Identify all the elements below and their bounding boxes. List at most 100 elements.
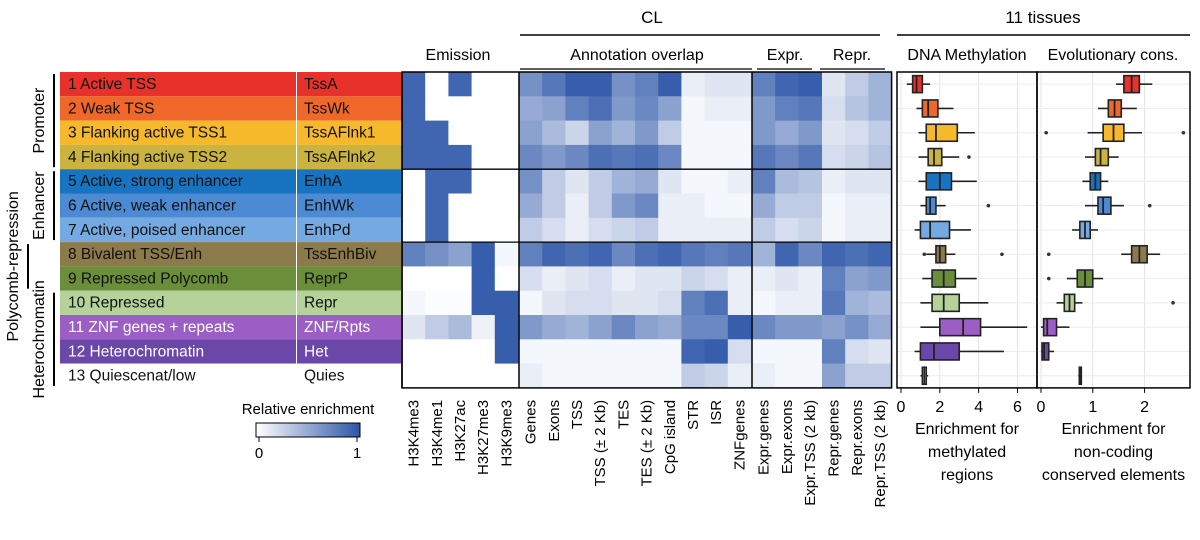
group-label: Promoter: [31, 87, 48, 153]
emission-cell: [402, 363, 426, 389]
emission-cell: [471, 315, 496, 340]
state-abbr: Quies: [304, 368, 345, 385]
conservation-outlier: [1181, 130, 1186, 135]
annotation-cell: [565, 169, 589, 194]
annotation-cell: [681, 169, 705, 194]
expr-cell: [775, 96, 799, 121]
emission-cell: [494, 217, 519, 243]
annotation-cell: [519, 339, 543, 364]
repr-cell: [868, 217, 892, 243]
annotation-cell: [588, 96, 613, 121]
repr-cell: [868, 96, 892, 121]
conservation-box: [1097, 196, 1112, 215]
methylation-box: [927, 147, 943, 167]
methylation-box: [935, 244, 947, 264]
state-abbr: TssEnhBiv: [304, 246, 377, 263]
annotation-cell: [519, 315, 543, 340]
emission-cell: [494, 266, 519, 292]
state-name-cell: [60, 144, 296, 170]
annotation-cell: [727, 96, 752, 121]
expr-cell: [752, 363, 776, 389]
annotation-cell: [658, 217, 682, 243]
repr-cell: [845, 120, 869, 146]
expr-cell: [775, 72, 799, 97]
annotation-cell: [542, 315, 566, 340]
methylation-tick-label: 2: [935, 399, 944, 416]
annotation-cell: [611, 266, 636, 292]
annotation-cell: [611, 339, 636, 364]
annotation-cell: [519, 242, 543, 267]
emission-cell: [471, 363, 496, 389]
repr-cell: [868, 315, 892, 340]
annotation-column-label: Genes: [523, 400, 540, 444]
annotation-cell: [658, 266, 682, 292]
annotation-cell: [635, 290, 659, 316]
annotation-cell: [588, 120, 613, 146]
annotation-cell: [519, 217, 543, 243]
state-abbr-cell: [297, 242, 401, 267]
conservation-tick-label: 1: [1088, 399, 1097, 416]
methylation-xlabel: methylated: [928, 444, 1006, 461]
expr-cell: [752, 144, 776, 170]
expr-column-label: Expr.genes: [756, 400, 773, 475]
expr-cell: [798, 315, 822, 340]
emission-cell: [494, 72, 519, 97]
expr-cell: [798, 120, 822, 146]
annotation-cell: [565, 339, 589, 364]
emission-cell: [471, 290, 496, 316]
methylation-box: [939, 317, 982, 337]
group-labels: Promoter Enhancer Polycomb-repression Heter…: [5, 74, 55, 398]
annotation-cell: [658, 144, 682, 170]
state-abbr: TssAFlnk1: [304, 125, 376, 142]
expr-cell: [775, 266, 799, 292]
conservation-xlabel: Enrichment for: [1061, 421, 1166, 438]
methylation-outlier: [967, 155, 971, 159]
state-labels: 1 Active TSS TssA 2 Weak TSS TssWk 3 Flankin…: [60, 72, 401, 388]
annotation-cell: [681, 96, 705, 121]
conservation-outlier: [1046, 252, 1051, 257]
expr-cell: [752, 193, 776, 219]
annotation-cell: [611, 169, 636, 194]
expr-cell: [775, 169, 799, 194]
emission-cell: [402, 144, 426, 170]
state-abbr-cell: [297, 290, 401, 315]
emission-cell: [448, 169, 472, 194]
expr-cell: [798, 169, 822, 194]
state-name: 13 Quiescenat/low: [68, 368, 196, 385]
methylation-box: [925, 172, 953, 191]
emission-column-label: H3K4me3: [406, 400, 423, 467]
annotation-column-label: ISR: [708, 400, 725, 425]
annotation-cell: [658, 363, 682, 389]
annotation-cell: [658, 169, 682, 194]
state-name: 12 Heterochromatin: [68, 343, 204, 360]
emission-column-label: H3K27me3: [475, 400, 492, 475]
emission-cell: [425, 266, 449, 292]
colorbar: [255, 422, 361, 438]
annotation-cell: [704, 242, 729, 267]
annotation-cell: [542, 266, 566, 292]
annotation-cell: [727, 339, 752, 364]
expr-cell: [798, 96, 822, 121]
annotation-cell: [727, 193, 752, 219]
annotation-cell: [542, 217, 566, 243]
annotation-cell: [611, 290, 636, 316]
annotation-cell: [727, 290, 752, 316]
colorbar-max: 1: [353, 445, 361, 462]
emission-cell: [494, 96, 519, 121]
annotation-cell: [704, 96, 729, 121]
annotation-cell: [588, 315, 613, 340]
emission-cell: [402, 96, 426, 121]
state-abbr-cell: [297, 96, 401, 121]
expr-cell: [798, 290, 822, 316]
state-abbr: Repr: [304, 295, 338, 312]
emission-cell: [402, 120, 426, 146]
annotation-column-label: STR: [685, 400, 702, 430]
expr-cell: [775, 120, 799, 146]
repr-header: Repr.: [833, 47, 871, 64]
state-name-cell: [60, 120, 296, 145]
annotation-cell: [704, 120, 729, 146]
repr-cell: [822, 169, 846, 194]
state-name: 7 Active, poised enhancer: [68, 222, 246, 239]
heatmaps: [401, 71, 893, 389]
repr-cell: [822, 266, 846, 292]
